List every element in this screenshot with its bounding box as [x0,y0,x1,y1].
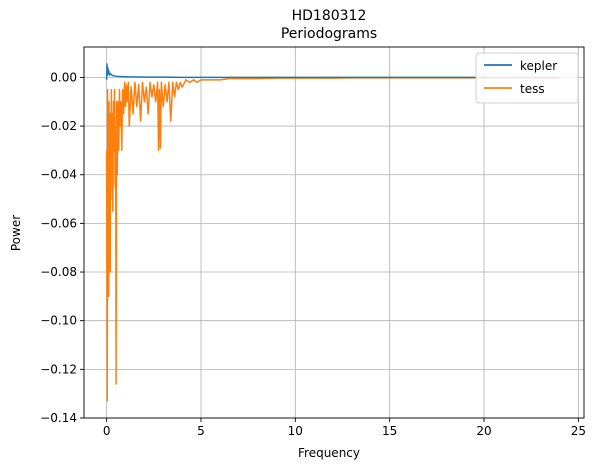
x-tick-label: 25 [571,424,586,438]
x-tick-label: 20 [476,424,491,438]
series-line-tess [105,77,560,402]
y-tick-label: −0.06 [40,216,77,230]
y-tick-label: −0.04 [40,168,77,182]
y-tick-label: −0.10 [40,314,77,328]
chart-subtitle: Periodograms [281,26,377,42]
y-tick-label: 0.00 [50,70,77,84]
y-tick-label: −0.02 [40,119,77,133]
legend-label-tess: tess [520,82,545,96]
x-axis-label: Frequency [298,446,360,460]
y-tick-label: −0.08 [40,265,77,279]
series-lines [105,63,560,402]
x-tick-label: 5 [197,424,205,438]
x-tick-label: 10 [288,424,303,438]
y-axis-label: Power [9,215,23,251]
series-line-kepler [105,63,560,80]
y-tick-label: −0.14 [40,411,77,425]
axis-ticks: 0 5 10 15 20 25 0.00 −0.02 −0.04 −0.06 −0.08 −0.10 −… [40,70,586,438]
y-tick-label: −0.12 [40,362,77,376]
legend: kepler tess [475,52,579,104]
legend-label-kepler: kepler [520,59,557,73]
chart-title: HD180312 [292,8,367,24]
x-tick-label: 15 [382,424,397,438]
plot-frame [83,46,585,419]
x-tick-label: 0 [103,424,111,438]
